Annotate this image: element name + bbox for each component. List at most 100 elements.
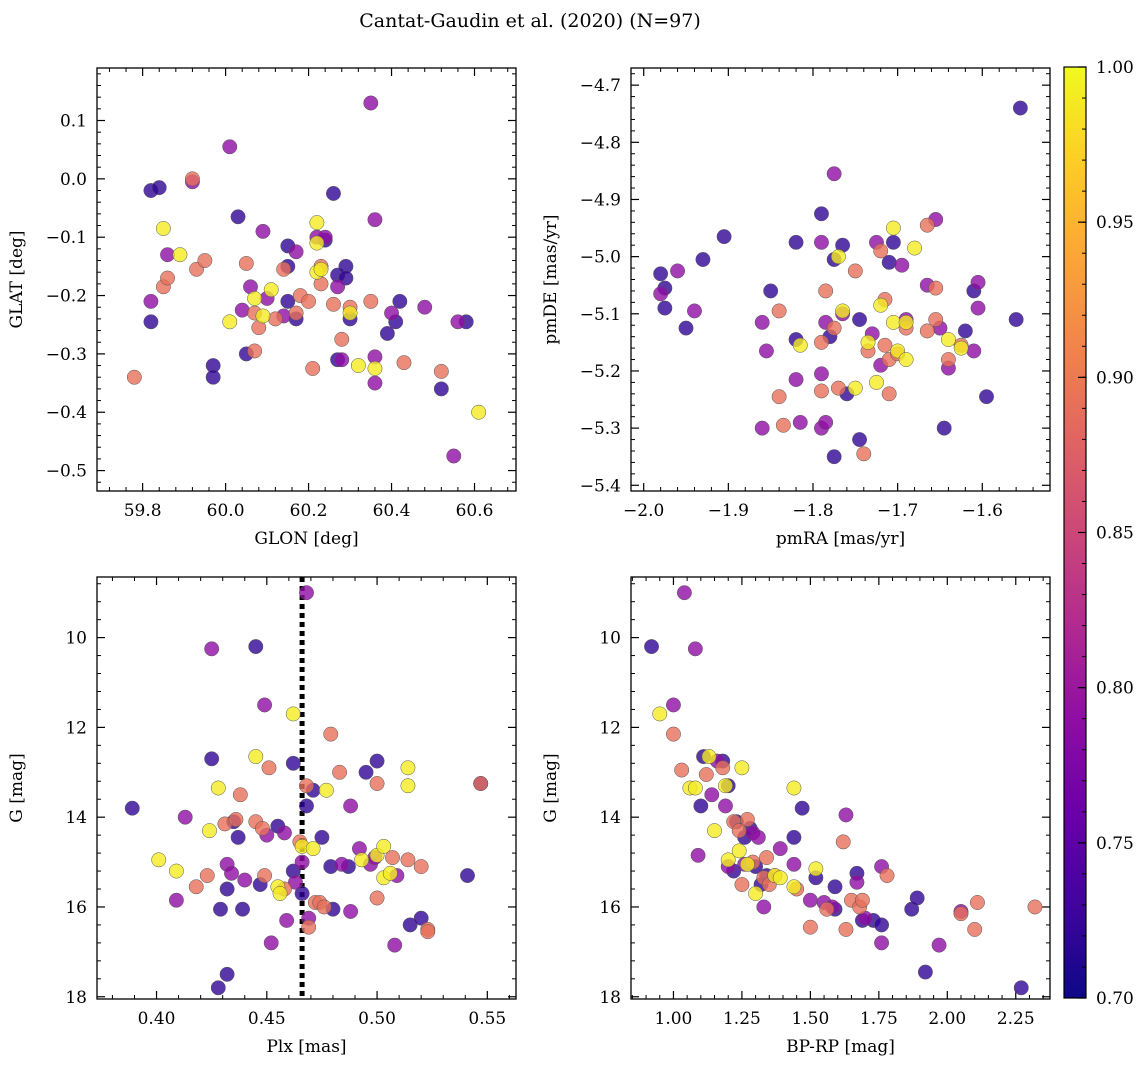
data-point	[400, 852, 416, 868]
data-point	[202, 823, 217, 839]
data-point	[967, 921, 983, 937]
data-point	[151, 852, 167, 868]
data-point	[786, 829, 802, 845]
data-points	[644, 585, 1043, 996]
y-tick-label: −0.4	[46, 403, 87, 423]
data-point	[970, 300, 986, 316]
data-point	[715, 760, 731, 776]
data-point	[907, 240, 923, 256]
data-point	[898, 352, 914, 367]
data-point	[838, 807, 854, 823]
y-tick-label: −0.2	[46, 287, 87, 307]
data-point	[873, 297, 889, 313]
data-point	[979, 389, 994, 405]
data-point	[369, 776, 385, 791]
data-point	[155, 220, 171, 236]
data-point	[881, 386, 897, 402]
data-point	[151, 180, 167, 196]
y-tick-label: −0.1	[46, 228, 87, 248]
x-axis-label: pmRA [mas/yr]	[776, 529, 905, 549]
data-point	[471, 404, 487, 420]
data-point	[687, 303, 702, 319]
data-point	[199, 868, 215, 883]
data-point	[898, 314, 914, 330]
data-point	[792, 414, 808, 430]
x-tick-label: 0.50	[358, 1009, 396, 1029]
data-point	[693, 798, 709, 814]
x-axis-label: GLON [deg]	[254, 529, 358, 549]
y-tick-label: −5.0	[580, 248, 621, 268]
data-point	[257, 868, 273, 883]
data-point	[177, 809, 193, 825]
data-point	[814, 366, 829, 382]
panel-bprp-g: 1.00 1.25 1.50 1.75 2.00 2.25 10 12 14 16 18 BP-RP …	[541, 576, 1051, 1057]
data-point	[299, 798, 314, 814]
data-point	[326, 296, 341, 312]
data-point	[849, 874, 865, 890]
x-axis-label: Plx [mas]	[266, 1037, 346, 1057]
data-point	[771, 303, 787, 319]
data-point	[219, 881, 235, 897]
data-point	[354, 852, 370, 868]
data-point	[309, 215, 325, 231]
data-point	[814, 334, 829, 350]
data-point	[835, 834, 851, 850]
colorbar-tick-label: 0.90	[1096, 368, 1134, 388]
x-tick-label: 60.6	[456, 501, 494, 521]
data-point	[670, 263, 686, 279]
data-point	[205, 369, 221, 385]
x-tick-label: 0.40	[138, 1009, 176, 1029]
data-point	[168, 863, 184, 879]
data-point	[969, 895, 985, 910]
data-point	[232, 787, 248, 803]
data-point	[433, 381, 449, 397]
data-point	[224, 865, 239, 881]
data-point	[204, 641, 220, 657]
data-point	[748, 886, 764, 901]
data-point	[257, 697, 273, 713]
colorbar-tick-label: 0.80	[1096, 679, 1134, 699]
data-point	[818, 283, 834, 299]
data-point	[318, 782, 334, 798]
data-point	[814, 206, 829, 222]
data-point	[1027, 899, 1043, 915]
x-tick-label: −1.7	[877, 501, 918, 521]
data-point	[786, 879, 802, 895]
data-point	[323, 726, 339, 742]
data-point	[734, 760, 750, 776]
data-point	[772, 870, 788, 886]
data-point	[184, 171, 200, 187]
data-point	[894, 257, 910, 273]
data-point	[301, 919, 317, 935]
y-axis-label: GLAT [deg]	[7, 230, 27, 328]
data-point	[665, 726, 681, 742]
x-tick-label: −1.9	[708, 501, 749, 521]
data-point	[928, 280, 944, 296]
data-point	[788, 372, 804, 387]
data-point	[204, 751, 220, 767]
data-point	[402, 917, 418, 933]
data-point	[917, 964, 933, 980]
data-point	[255, 223, 271, 239]
data-point	[124, 800, 140, 816]
data-point	[230, 829, 246, 845]
data-points	[653, 100, 1028, 465]
data-point	[247, 291, 263, 306]
data-point	[720, 852, 736, 868]
x-tick-label: 0.45	[248, 1009, 286, 1029]
y-tick-label: −4.8	[580, 133, 621, 153]
data-point	[877, 337, 893, 353]
colorbar-tick-label: 0.85	[1096, 524, 1134, 544]
data-point	[847, 263, 863, 279]
x-tick-label: 1.00	[655, 1009, 693, 1029]
data-point	[343, 904, 359, 919]
data-point	[869, 374, 884, 390]
data-point	[852, 432, 867, 448]
x-tick-label: 2.00	[928, 1009, 966, 1029]
data-point	[953, 906, 969, 922]
data-point	[473, 776, 489, 791]
y-axis-label: G [mag]	[7, 753, 27, 822]
plot-frame	[96, 67, 517, 492]
data-point	[759, 850, 775, 866]
data-point	[314, 829, 330, 845]
